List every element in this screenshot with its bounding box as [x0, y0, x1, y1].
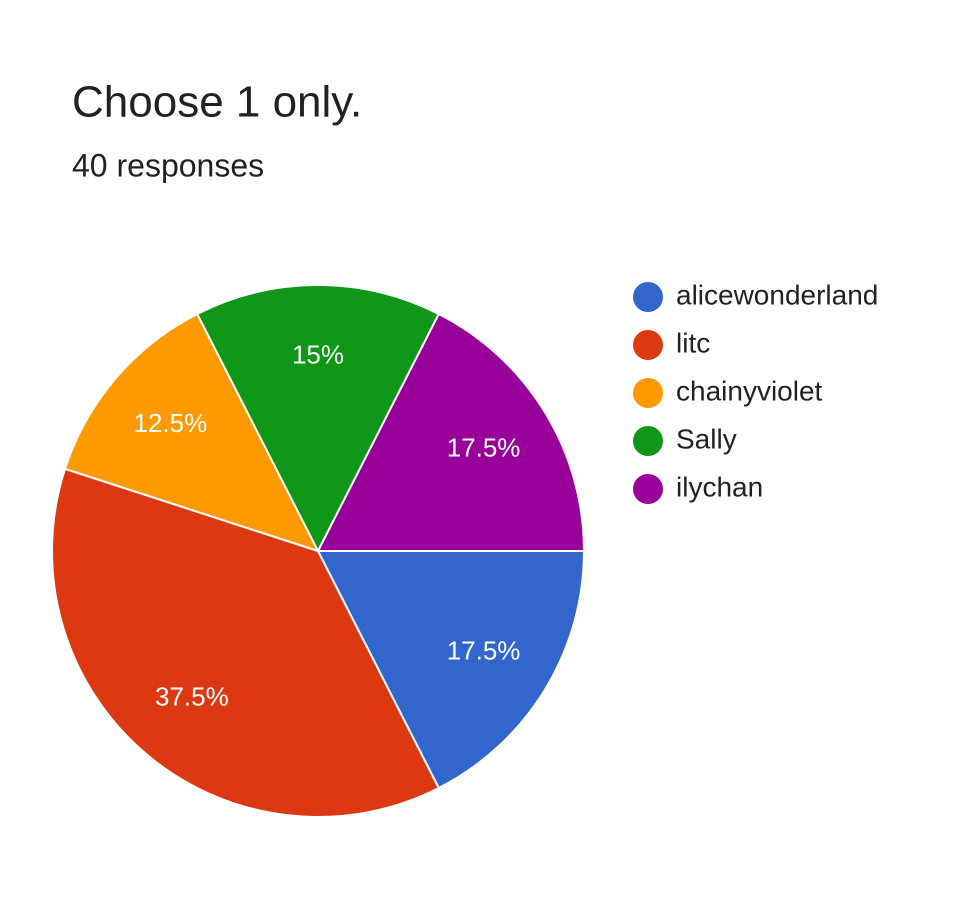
pie-slice — [316, 312, 586, 552]
chart-subtitle: 40 responses — [72, 147, 264, 183]
pie-slice — [316, 550, 586, 790]
slice-label: 12.5% — [133, 408, 207, 438]
legend-swatch — [633, 282, 663, 312]
legend-swatch — [633, 474, 663, 504]
legend-swatch — [633, 330, 663, 360]
chart-title: Choose 1 only. — [72, 78, 362, 127]
legend-label: litc — [676, 327, 710, 358]
pie-slice — [195, 284, 441, 554]
legend-swatch — [633, 426, 663, 456]
legend-label: ilychan — [676, 471, 763, 502]
slice-label: 17.5% — [447, 432, 521, 462]
pie-slice — [51, 467, 441, 818]
slice-label: 15% — [292, 340, 344, 370]
legend-label: alicewonderland — [676, 279, 878, 310]
legend-label: Sally — [676, 423, 737, 454]
slice-label: 37.5% — [155, 682, 229, 712]
pie-slice — [63, 312, 320, 553]
legend-swatch — [633, 378, 663, 408]
slice-label: 17.5% — [447, 635, 521, 665]
legend-label: chainyviolet — [676, 375, 823, 406]
